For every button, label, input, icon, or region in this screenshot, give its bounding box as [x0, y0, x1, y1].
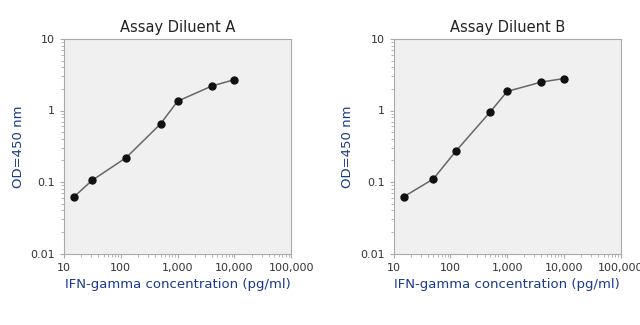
Title: Assay Diluent B: Assay Diluent B	[449, 20, 564, 35]
Y-axis label: OD=450 nm: OD=450 nm	[341, 105, 355, 188]
Y-axis label: OD=450 nm: OD=450 nm	[12, 105, 25, 188]
Title: Assay Diluent A: Assay Diluent A	[120, 20, 236, 35]
X-axis label: IFN-gamma concentration (pg/ml): IFN-gamma concentration (pg/ml)	[394, 278, 620, 291]
X-axis label: IFN-gamma concentration (pg/ml): IFN-gamma concentration (pg/ml)	[65, 278, 291, 291]
